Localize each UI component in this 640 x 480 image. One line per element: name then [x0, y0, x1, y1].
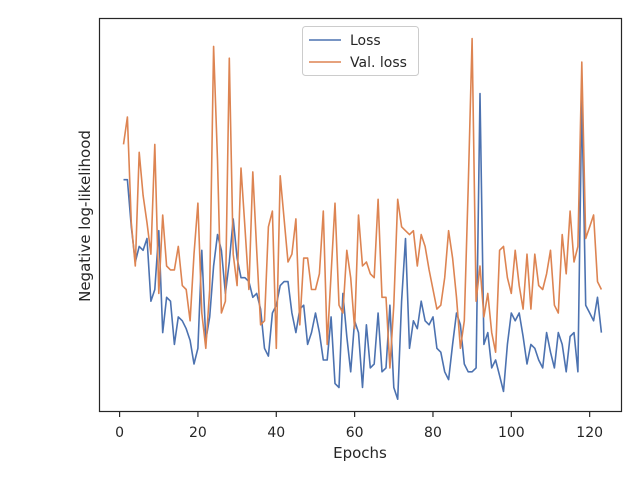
x-tick-label: 100	[498, 425, 525, 441]
x-tick-label: 120	[576, 425, 603, 441]
x-tick-label: 60	[346, 425, 364, 441]
axes-frame	[98, 17, 623, 413]
x-tick-label: 80	[424, 425, 442, 441]
legend-box	[302, 26, 419, 76]
series-line-val-loss	[122, 37, 603, 369]
legend-label: Loss	[350, 33, 381, 49]
x-axis-label: Epochs	[333, 444, 387, 462]
series-line-loss	[123, 92, 603, 401]
y-axis-label: Negative log-likelihood	[76, 130, 94, 302]
x-tick-label: 20	[189, 425, 207, 441]
x-axis-ticks: 0 20 40 60 80 100 120	[115, 411, 603, 441]
series-lines	[122, 37, 603, 401]
legend-label: Val. loss	[350, 55, 407, 71]
legend: Loss Val. loss	[302, 26, 419, 76]
x-tick-label: 0	[115, 425, 124, 441]
x-tick-label: 40	[267, 425, 285, 441]
